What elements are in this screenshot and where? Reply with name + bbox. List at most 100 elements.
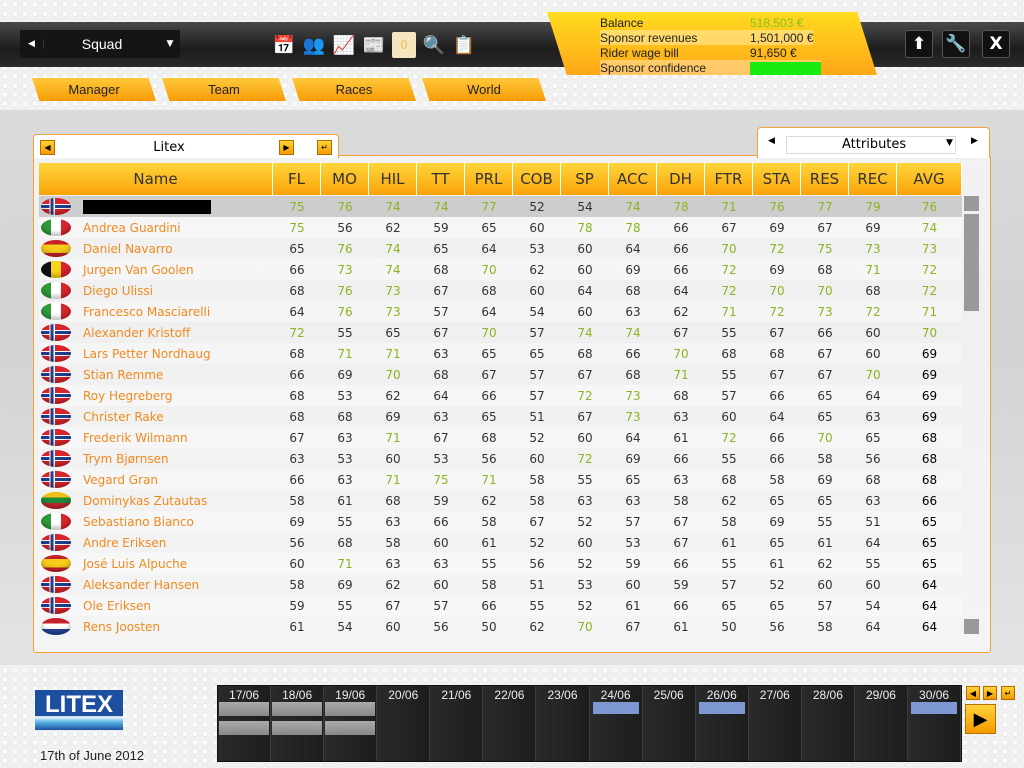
next-team-button[interactable]: ▶ <box>279 140 294 155</box>
training-event[interactable] <box>325 721 376 735</box>
calendar-day[interactable]: 20/06 <box>377 686 431 761</box>
column-header-sp[interactable]: SP <box>561 163 609 195</box>
calendar-day[interactable]: 21/06 <box>430 686 484 761</box>
column-header-acc[interactable]: ACC <box>609 163 657 195</box>
race-event[interactable] <box>698 702 745 714</box>
table-row[interactable]: Lars Petter Nordhaug 68 71 71 63 65 65 68 66 70 68… <box>39 343 962 364</box>
clipboard-icon[interactable]: 📋 <box>452 34 476 56</box>
calendar-day[interactable]: 25/06 <box>642 686 696 761</box>
column-header-res[interactable]: RES <box>801 163 849 195</box>
rider-name[interactable]: Dominykas Zutautas <box>83 493 208 508</box>
table-row[interactable]: Christer Rake 68 68 69 63 65 51 67 73 63 60 64 65 63 6… <box>39 406 962 427</box>
column-header-prl[interactable]: PRL <box>465 163 513 195</box>
mail-icon[interactable]: 0 <box>392 32 416 58</box>
table-row[interactable]: Andrea Guardini 75 56 62 59 65 60 78 78 66 67 69 67 6… <box>39 217 962 238</box>
nav-world[interactable]: World <box>422 78 546 101</box>
table-row[interactable]: Roy Hegreberg 68 53 62 64 66 57 72 73 68 57 66 65 64 6… <box>39 385 962 406</box>
news-icon[interactable]: 📰 <box>362 34 386 56</box>
table-row[interactable]: Andre Eriksen 56 68 58 60 61 52 60 53 67 61 65 61 64 6… <box>39 532 962 553</box>
table-row[interactable]: Diego Ulissi 68 76 73 67 68 60 64 68 64 72 70 70 68 72 <box>39 280 962 301</box>
scroll-down[interactable] <box>964 619 979 634</box>
rider-name[interactable]: Andrea Guardini <box>83 220 181 235</box>
rider-name[interactable]: Roy Hegreberg <box>83 388 173 403</box>
rider-name[interactable]: Lars Petter Nordhaug <box>83 346 211 361</box>
view-select[interactable]: ◀ Squad ▼ <box>20 30 180 58</box>
calendar-day[interactable]: 24/06 <box>589 686 643 761</box>
calendar-day[interactable]: 30/06 <box>908 686 962 761</box>
rider-name[interactable]: Frederik Wilmann <box>83 430 188 445</box>
table-row[interactable]: Sebastiano Bianco 69 55 63 66 58 67 52 57 67 58 69 5… <box>39 511 962 532</box>
column-header-avg[interactable]: AVG <box>897 163 962 195</box>
nav-team[interactable]: Team <box>162 78 286 101</box>
chevron-down-icon[interactable]: ▼ <box>946 138 953 148</box>
race-event[interactable] <box>592 702 639 714</box>
nav-manager[interactable]: Manager <box>32 78 156 101</box>
settings-button[interactable]: 🔧 <box>942 30 970 58</box>
prev-view-icon[interactable]: ◀ <box>20 39 44 49</box>
training-event[interactable] <box>272 702 323 716</box>
next-mode-icon[interactable]: ▶ <box>971 136 978 146</box>
calendar-day[interactable]: 19/06 <box>324 686 378 761</box>
rider-name[interactable]: Alexander Kristoff <box>83 325 191 340</box>
column-header-cob[interactable]: COB <box>513 163 561 195</box>
training-event[interactable] <box>325 702 376 716</box>
close-button[interactable]: X <box>982 30 1010 58</box>
calendar-day[interactable]: 29/06 <box>854 686 909 761</box>
table-row[interactable]: Frederik Wilmann 67 63 71 67 68 52 60 64 61 72 66 70… <box>39 427 962 448</box>
continue-button[interactable]: ▶ <box>965 704 996 734</box>
chevron-down-icon[interactable]: ▼ <box>166 39 174 49</box>
calendar-day[interactable]: 26/06 <box>695 686 749 761</box>
training-event[interactable] <box>219 721 270 735</box>
calendar-day[interactable]: 17/06 <box>218 686 272 761</box>
calendar-day[interactable]: 18/06 <box>271 686 325 761</box>
rider-name[interactable]: Ole Eriksen <box>83 598 152 613</box>
rider-name[interactable]: José Luis Alpuche <box>83 556 188 571</box>
column-header-rec[interactable]: REC <box>849 163 897 195</box>
nav-races[interactable]: Races <box>292 78 416 101</box>
rider-name[interactable]: Stian Remme <box>83 367 164 382</box>
rider-name[interactable]: Diego Ulissi <box>83 283 154 298</box>
chart-icon[interactable]: 📈 <box>332 34 356 56</box>
rider-name[interactable]: Daniel Navarro <box>83 241 173 256</box>
calendar-day[interactable]: 23/06 <box>536 686 590 761</box>
scroll-up[interactable] <box>964 196 979 211</box>
rider-name[interactable]: Rens Joosten <box>83 619 161 634</box>
prev-mode-icon[interactable]: ◀ <box>768 136 775 146</box>
home-button[interactable]: ⬆ <box>905 30 933 58</box>
calendar-return-button[interactable]: ↵ <box>1001 686 1015 700</box>
rider-name[interactable]: Christer Rake <box>83 409 164 424</box>
race-event[interactable] <box>911 702 958 714</box>
column-header-dh[interactable]: DH <box>657 163 705 195</box>
calendar-next-button[interactable]: ▶ <box>983 686 997 700</box>
rider-name[interactable]: Andre Eriksen <box>83 535 167 550</box>
table-row[interactable]: Aleksander Hansen 58 69 62 60 58 51 53 60 59 57 52 6… <box>39 574 962 595</box>
rider-name[interactable]: Francesco Masciarelli <box>83 304 211 319</box>
rider-name[interactable]: Jurgen Van Goolen <box>83 262 194 277</box>
column-header-tt[interactable]: TT <box>417 163 465 195</box>
prev-team-button[interactable]: ◀ <box>40 140 55 155</box>
table-row[interactable]: Jurgen Van Goolen 66 73 74 68 70 62 60 69 66 72 69 6… <box>39 259 962 280</box>
calendar-icon[interactable]: 📅 <box>272 34 296 56</box>
calendar-prev-button[interactable]: ◀ <box>966 686 980 700</box>
table-scrollbar[interactable] <box>963 196 980 634</box>
table-row[interactable]: Ole Eriksen 59 55 67 57 66 55 52 61 66 65 65 57 54 64 <box>39 595 962 616</box>
training-event[interactable] <box>272 721 323 735</box>
rider-name[interactable]: Trym Bjørnsen <box>83 451 169 466</box>
table-row[interactable]: Vegard Gran 66 63 71 75 71 58 55 65 63 68 58 69 68 68 <box>39 469 962 490</box>
column-header-name[interactable]: Name <box>39 163 273 195</box>
table-row[interactable]: 75 76 74 74 77 52 54 74 78 71 76 77 79 76 <box>39 196 962 217</box>
column-header-mo[interactable]: MO <box>321 163 369 195</box>
return-button[interactable]: ↵ <box>317 140 332 155</box>
column-header-ftr[interactable]: FTR <box>705 163 753 195</box>
table-row[interactable]: Daniel Navarro 65 76 74 65 64 53 60 64 66 70 72 75 73… <box>39 238 962 259</box>
table-row[interactable]: Francesco Masciarelli 64 76 73 57 64 54 60 63 62 7… <box>39 301 962 322</box>
staff-icon[interactable]: 👥 <box>302 34 326 56</box>
table-row[interactable]: Rens Joosten 61 54 60 56 50 62 70 67 61 50 56 58 64 64 <box>39 616 962 637</box>
calendar-day[interactable]: 22/06 <box>483 686 537 761</box>
rider-name[interactable]: Aleksander Hansen <box>83 577 200 592</box>
table-row[interactable]: José Luis Alpuche 60 71 63 63 55 56 52 59 66 55 61 6… <box>39 553 962 574</box>
calendar-day[interactable]: 28/06 <box>801 686 855 761</box>
training-event[interactable] <box>219 702 270 716</box>
column-header-sta[interactable]: STA <box>753 163 801 195</box>
table-row[interactable]: Alexander Kristoff 72 55 65 67 70 57 74 74 67 55 67… <box>39 322 962 343</box>
